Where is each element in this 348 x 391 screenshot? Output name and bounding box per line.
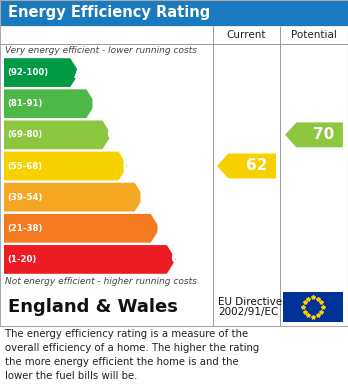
Bar [0, 0, 348, 26]
Text: G: G [170, 250, 184, 269]
Text: England & Wales: England & Wales [8, 298, 178, 316]
Text: Potential: Potential [291, 30, 337, 40]
Text: Very energy efficient - lower running costs: Very energy efficient - lower running co… [5, 46, 197, 55]
Text: EU Directive: EU Directive [218, 297, 282, 307]
Polygon shape [4, 152, 128, 180]
Bar [0, 288, 348, 326]
Text: (81-91): (81-91) [7, 99, 42, 108]
Bar [283, 292, 343, 322]
Polygon shape [4, 58, 79, 87]
Bar [0, 26, 348, 44]
Text: The energy efficiency rating is a measure of the
overall efficiency of a home. T: The energy efficiency rating is a measur… [5, 329, 259, 381]
Polygon shape [4, 214, 160, 243]
Text: (92-100): (92-100) [7, 68, 48, 77]
Text: E: E [139, 188, 150, 206]
Text: Not energy efficient - higher running costs: Not energy efficient - higher running co… [5, 277, 197, 286]
Text: B: B [90, 95, 103, 113]
Text: C: C [106, 126, 119, 144]
Text: Energy Efficiency Rating: Energy Efficiency Rating [8, 5, 210, 20]
Text: (55-68): (55-68) [7, 161, 42, 170]
Polygon shape [4, 120, 111, 149]
Polygon shape [4, 245, 176, 274]
Polygon shape [4, 183, 144, 212]
Text: (69-80): (69-80) [7, 130, 42, 139]
Text: Current: Current [227, 30, 266, 40]
Text: F: F [155, 219, 166, 237]
Text: (1-20): (1-20) [7, 255, 36, 264]
Polygon shape [285, 122, 343, 147]
Polygon shape [4, 89, 95, 118]
Polygon shape [217, 154, 276, 178]
Text: 70: 70 [313, 127, 334, 142]
Text: (39-54): (39-54) [7, 193, 42, 202]
Text: D: D [122, 157, 135, 175]
Bar [0, 0, 348, 326]
Text: A: A [74, 64, 87, 82]
Text: 2002/91/EC: 2002/91/EC [218, 307, 278, 317]
Text: (21-38): (21-38) [7, 224, 42, 233]
Text: 62: 62 [246, 158, 267, 174]
